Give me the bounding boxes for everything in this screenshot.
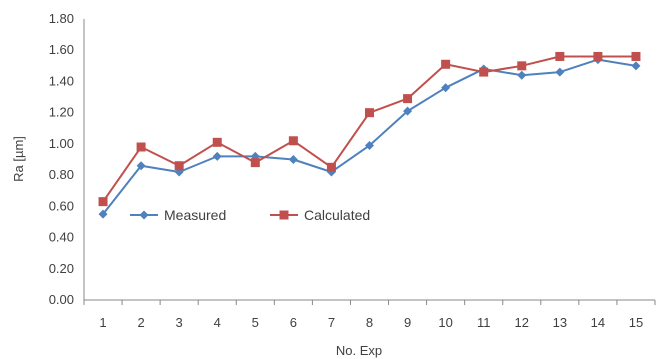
y-tick-label: 1.40 bbox=[49, 73, 74, 88]
x-tick-label: 7 bbox=[328, 315, 335, 330]
data-point bbox=[555, 51, 565, 61]
data-point bbox=[98, 197, 108, 207]
legend-label: Calculated bbox=[304, 207, 370, 223]
legend-item-calculated: Calculated bbox=[270, 207, 370, 223]
x-axis-title: No. Exp bbox=[336, 343, 382, 358]
data-point bbox=[136, 161, 146, 171]
y-tick-label: 0.00 bbox=[49, 292, 74, 307]
data-point bbox=[98, 209, 108, 219]
y-tick-label: 0.40 bbox=[49, 230, 74, 245]
data-point bbox=[288, 136, 298, 146]
data-point bbox=[174, 161, 184, 171]
y-tick-label: 1.60 bbox=[49, 42, 74, 57]
legend-marker bbox=[139, 210, 149, 220]
data-point bbox=[517, 61, 527, 71]
y-tick-label: 0.60 bbox=[49, 198, 74, 213]
x-tick-label: 6 bbox=[290, 315, 297, 330]
data-point bbox=[555, 67, 565, 77]
x-tick-label: 9 bbox=[404, 315, 411, 330]
y-tick-label: 0.20 bbox=[49, 261, 74, 276]
x-tick-label: 13 bbox=[553, 315, 567, 330]
legend-item-measured: Measured bbox=[130, 207, 226, 223]
data-point bbox=[517, 70, 527, 80]
data-point bbox=[136, 142, 146, 152]
x-tick-label: 11 bbox=[477, 315, 491, 330]
x-tick-label: 5 bbox=[252, 315, 259, 330]
series-line bbox=[102, 55, 636, 203]
y-tick-label: 1.00 bbox=[49, 136, 74, 151]
data-point bbox=[479, 67, 489, 77]
data-point bbox=[631, 51, 641, 61]
data-point bbox=[593, 51, 603, 61]
x-axis-ticks bbox=[83, 300, 656, 305]
data-point bbox=[365, 140, 374, 150]
x-tick-label: 8 bbox=[366, 315, 373, 330]
y-tick-label: 1.20 bbox=[49, 105, 74, 120]
data-point bbox=[441, 59, 451, 69]
y-tick-labels: 0.00 0.20 0.40 0.60 0.80 1.00 1.20 1.40 1.60 1.80 bbox=[49, 11, 74, 307]
y-tick-label: 0.80 bbox=[49, 167, 74, 182]
series-calculated bbox=[98, 51, 641, 207]
data-point bbox=[212, 137, 222, 147]
x-tick-labels: 1 2 3 4 5 6 7 8 9 10 11 12 13 14 15 bbox=[99, 315, 643, 330]
data-point bbox=[288, 155, 298, 164]
legend-label: Measured bbox=[164, 207, 226, 223]
data-point bbox=[403, 94, 413, 104]
x-tick-label: 2 bbox=[137, 315, 144, 330]
x-tick-label: 15 bbox=[629, 315, 643, 330]
series-line bbox=[102, 58, 637, 215]
y-axis-title: Ra [µm] bbox=[11, 136, 26, 182]
x-tick-label: 10 bbox=[438, 315, 452, 330]
data-point bbox=[326, 162, 336, 172]
data-point bbox=[250, 158, 260, 168]
data-point bbox=[365, 108, 374, 118]
x-tick-label: 4 bbox=[214, 315, 221, 330]
series-layer bbox=[98, 51, 641, 219]
data-point bbox=[441, 83, 451, 93]
x-tick-label: 1 bbox=[99, 315, 106, 330]
x-tick-label: 12 bbox=[515, 315, 529, 330]
x-tick-label: 14 bbox=[591, 315, 605, 330]
x-tick-label: 3 bbox=[176, 315, 183, 330]
legend-marker bbox=[279, 210, 289, 220]
y-tick-label: 1.80 bbox=[49, 11, 74, 26]
data-point bbox=[212, 151, 222, 161]
data-point bbox=[631, 61, 641, 71]
legend: Measured Calculated bbox=[130, 207, 370, 223]
series-measured bbox=[98, 55, 641, 219]
data-point bbox=[403, 106, 413, 116]
